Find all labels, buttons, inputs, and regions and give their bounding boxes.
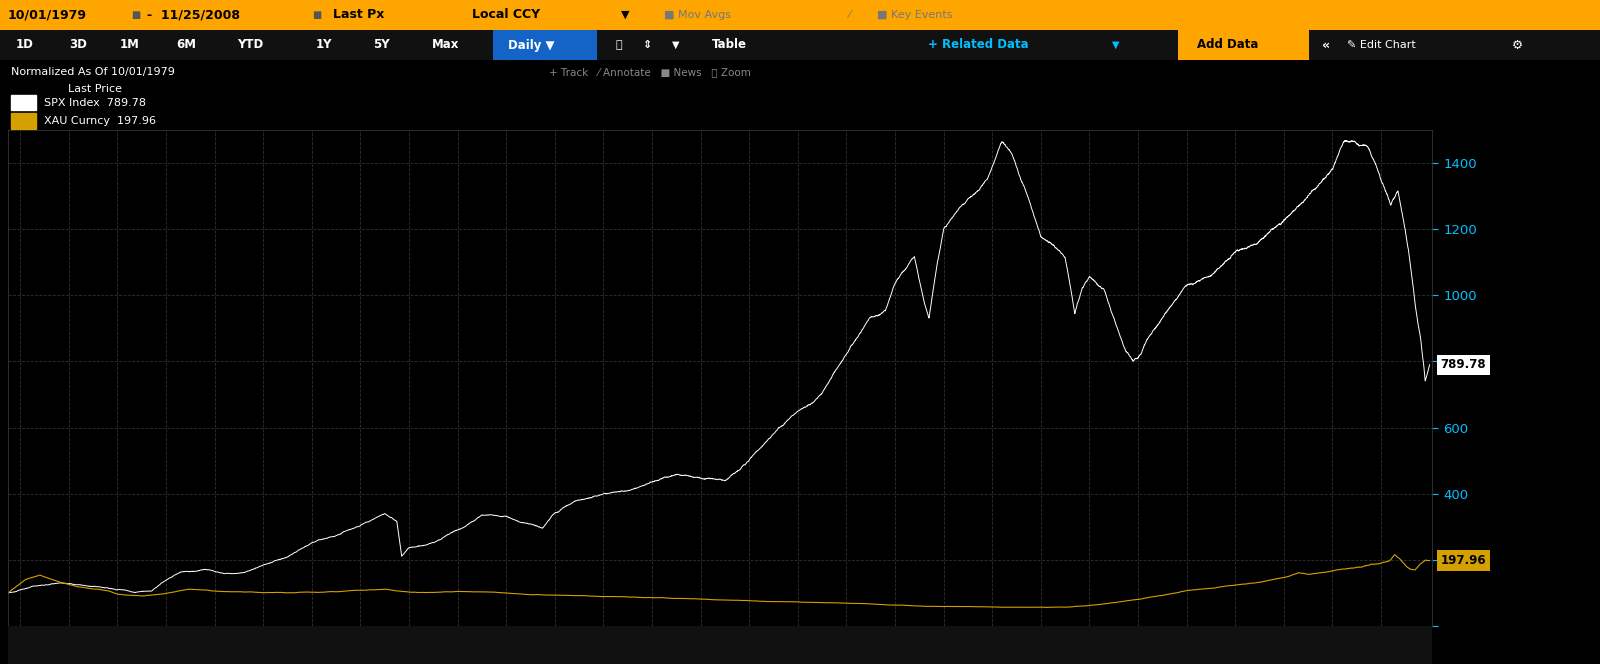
Text: 6M: 6M [176,39,195,52]
Text: YTD: YTD [237,39,262,52]
Text: «: « [1322,39,1330,52]
Text: 197.96: 197.96 [1440,554,1486,567]
Text: + Related Data: + Related Data [928,39,1029,52]
Bar [11,95,37,110]
Text: Table: Table [712,39,747,52]
Text: ⇕: ⇕ [643,40,653,50]
Text: ■ Key Events: ■ Key Events [877,10,952,20]
Text: ▼: ▼ [1112,40,1120,50]
Text: XAU Curncy  197.96: XAU Curncy 197.96 [43,116,155,126]
Text: ■ Mov Avgs: ■ Mov Avgs [664,10,731,20]
Text: ▼: ▼ [672,40,680,50]
Text: Daily ▼: Daily ▼ [509,39,555,52]
Bar [11,113,37,129]
Text: Last Price: Last Price [67,84,122,94]
Text: Normalized As Of 10/01/1979: Normalized As Of 10/01/1979 [11,67,174,77]
Text: 1D: 1D [16,39,34,52]
Text: ⁄: ⁄ [848,10,850,20]
Text: SPX Index  789.78: SPX Index 789.78 [43,98,146,108]
Text: 1Y: 1Y [315,39,331,52]
Text: ⚙: ⚙ [1512,39,1523,52]
Text: 5Y: 5Y [373,39,389,52]
Text: ▼: ▼ [621,10,629,20]
Text: Max: Max [432,39,459,52]
Text: 10/01/1979: 10/01/1979 [8,9,86,21]
Text: ✎ Edit Chart: ✎ Edit Chart [1347,40,1416,50]
Text: ■: ■ [131,10,141,20]
Text: Add Data: Add Data [1197,39,1259,52]
Text: 1M: 1M [120,39,139,52]
Text: ■: ■ [312,10,322,20]
Text: ⌕: ⌕ [616,40,622,50]
Text: + Track   ⁄ Annotate   ■ News   🔍 Zoom: + Track ⁄ Annotate ■ News 🔍 Zoom [549,67,750,77]
Text: Last Px: Last Px [333,9,384,21]
Text: -  11/25/2008: - 11/25/2008 [147,9,240,21]
Text: 789.78: 789.78 [1440,359,1486,371]
Text: Local CCY: Local CCY [472,9,541,21]
Text: 3D: 3D [69,39,86,52]
